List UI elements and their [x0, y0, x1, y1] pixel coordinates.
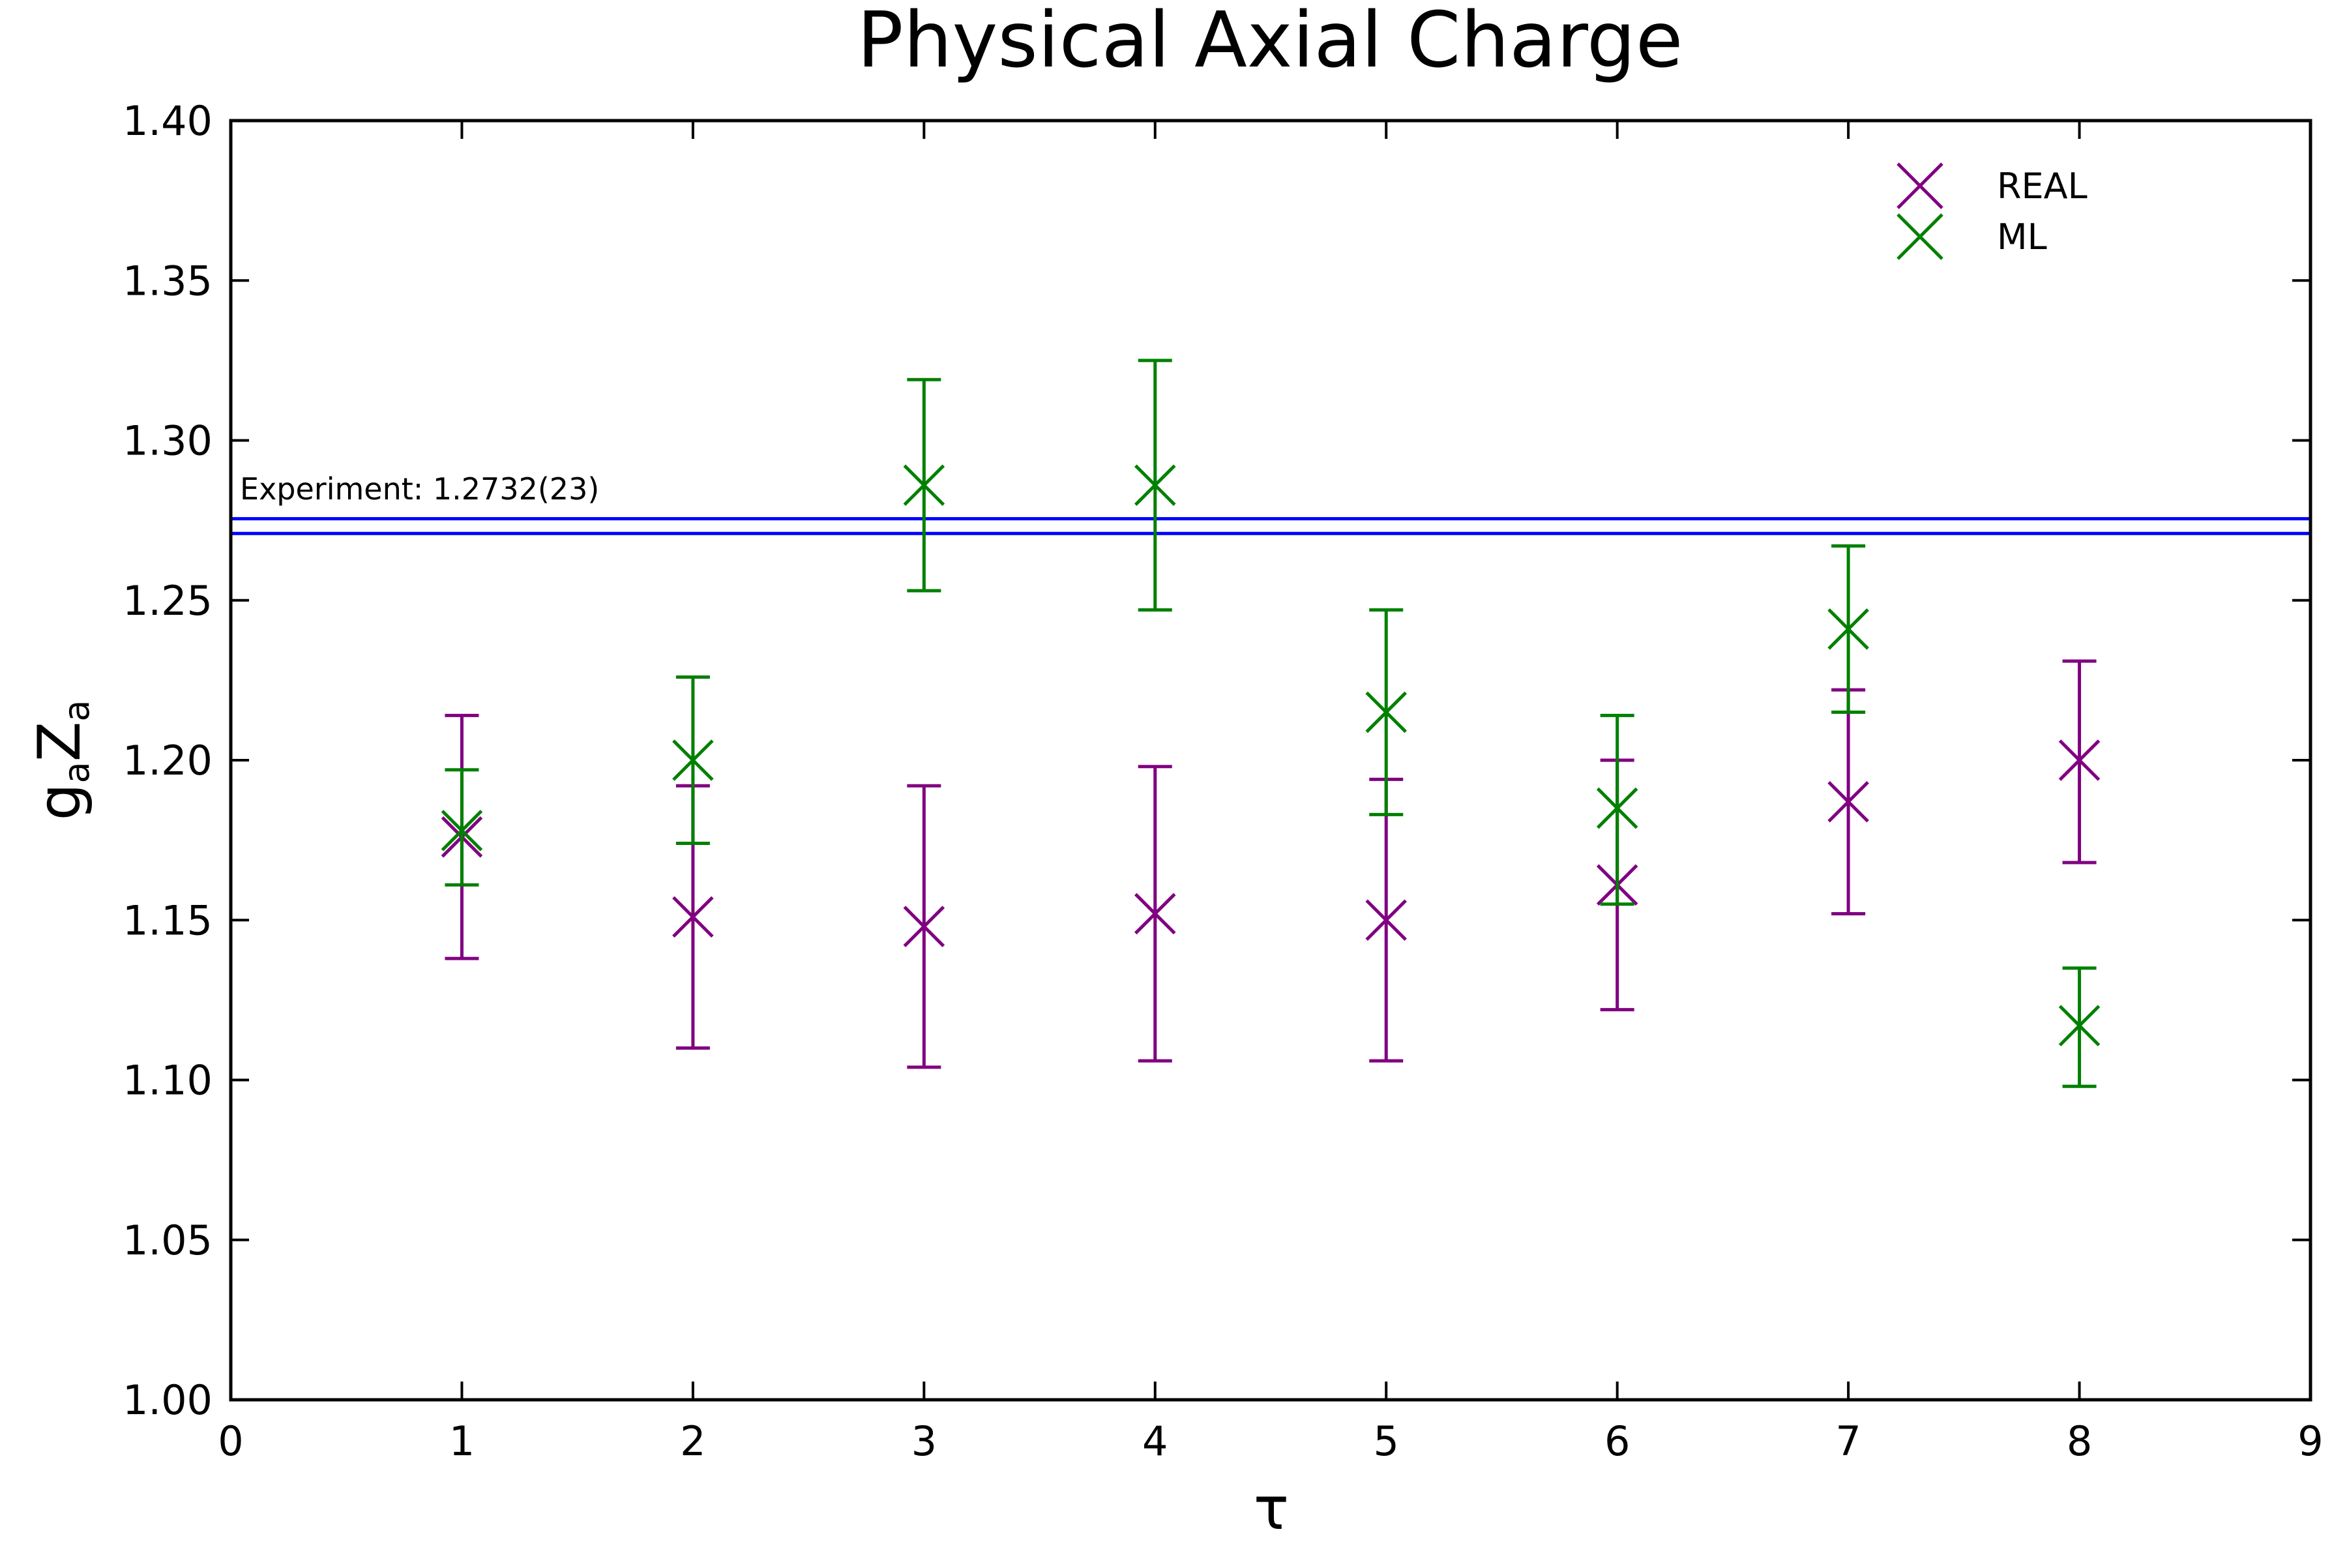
y-tick-label-1.05: 1.05: [123, 1217, 213, 1264]
point-real-7: [1827, 780, 1869, 823]
point-ml-1: [441, 810, 483, 851]
x-axis-label: τ: [1254, 1475, 1289, 1543]
point-ml-3: [903, 464, 945, 506]
series-real: [441, 659, 2101, 1069]
plot-frame: [229, 119, 2312, 1402]
point-real-5: [1365, 899, 1407, 941]
y-tick-label-1.25: 1.25: [123, 577, 213, 625]
legend-item-ml: ML: [1897, 213, 2047, 260]
x-axis: 0 1 2 3 4 5 6 7 8 9: [218, 121, 2324, 1465]
y-tick-label-1.00: 1.00: [123, 1376, 213, 1424]
chart-title: Physical Axial Charge: [857, 0, 1683, 85]
series-layer: [441, 359, 2101, 1088]
x-tick-label-1: 1: [449, 1417, 475, 1465]
y-tick-label-1.40: 1.40: [123, 97, 213, 145]
legend: REAL ML: [1897, 162, 2088, 260]
point-real-2: [672, 896, 714, 938]
y-axis: 1.00 1.05 1.10 1.15 1.20 1.25 1.30 1.35 1.40: [123, 97, 2310, 1424]
y-axis-label-sub-a1: a: [56, 762, 97, 783]
y-axis-label-z: Z: [25, 722, 94, 762]
legend-marker-real: [1897, 162, 1943, 209]
x-tick-label-4: 4: [1142, 1417, 1168, 1465]
point-ml-5: [1365, 691, 1407, 733]
y-tick-label-1.30: 1.30: [123, 417, 213, 465]
x-tick-label-9: 9: [2297, 1417, 2323, 1465]
y-tick-label-1.10: 1.10: [123, 1057, 213, 1104]
experiment-label: Experiment: 1.2732(23): [240, 471, 599, 507]
legend-label-ml: ML: [1997, 216, 2047, 258]
y-axis-label: gaZa: [25, 700, 97, 821]
point-ml-6: [1596, 787, 1638, 829]
experiment-band: [231, 517, 2310, 535]
y-tick-label-1.15: 1.15: [123, 896, 213, 944]
legend-label-real: REAL: [1997, 166, 2088, 207]
series-ml: [441, 359, 2101, 1088]
x-tick-label-2: 2: [680, 1417, 705, 1465]
legend-item-real: REAL: [1897, 162, 2088, 209]
y-tick-label-1.35: 1.35: [123, 257, 213, 304]
error-bar-ml-1: [445, 768, 479, 887]
legend-marker-ml: [1897, 213, 1943, 260]
point-ml-7: [1827, 608, 1869, 650]
y-axis-label-g: g: [25, 783, 94, 820]
point-real-8: [2058, 739, 2101, 781]
y-tick-label-1.20: 1.20: [123, 737, 213, 784]
point-real-4: [1134, 893, 1176, 935]
x-tick-label-8: 8: [2067, 1417, 2092, 1465]
point-ml-8: [2058, 1005, 2101, 1046]
x-tick-label-3: 3: [911, 1417, 937, 1465]
x-tick-label-5: 5: [1373, 1417, 1398, 1465]
point-real-3: [903, 906, 945, 947]
x-tick-label-6: 6: [1604, 1417, 1630, 1465]
point-ml-2: [672, 739, 714, 781]
point-ml-4: [1134, 464, 1176, 506]
x-tick-label-7: 7: [1835, 1417, 1861, 1465]
y-axis-label-sub-a2: a: [56, 700, 97, 722]
x-tick-label-0: 0: [218, 1417, 243, 1465]
